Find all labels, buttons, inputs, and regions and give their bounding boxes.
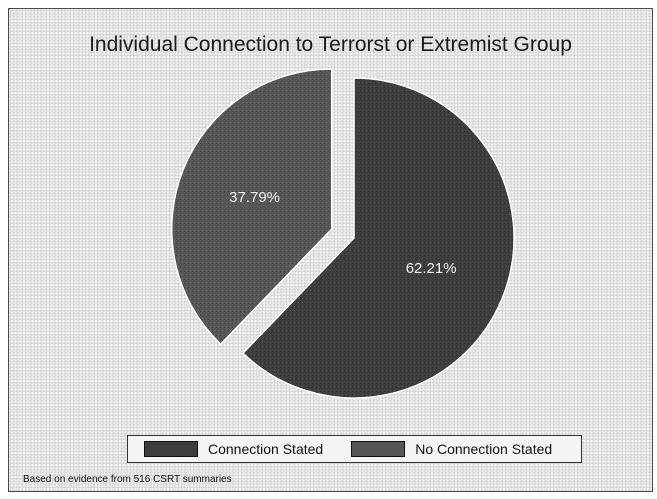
chart-title: Individual Connection to Terrorst or Ext… bbox=[89, 33, 572, 56]
pie-chart: 62.21% 37.79% bbox=[171, 68, 515, 399]
pie-slice-no-connection-stated bbox=[171, 68, 333, 346]
legend-label-connection-stated: Connection Stated bbox=[208, 441, 324, 457]
chart-frame: Individual Connection to Terrorst or Ext… bbox=[8, 8, 653, 492]
legend-item-connection-stated: Connection Stated bbox=[144, 441, 323, 457]
legend-swatch-no-connection-stated bbox=[351, 441, 406, 457]
pie-slice-connection-stated bbox=[241, 77, 515, 399]
legend-label-no-connection-stated: No Connection Stated bbox=[415, 441, 553, 457]
legend: Connection Stated No Connection Stated bbox=[127, 435, 582, 463]
legend-item-no-connection-stated: No Connection Stated bbox=[351, 441, 552, 457]
legend-swatch-connection-stated bbox=[144, 441, 198, 457]
pie-label-connection-stated: 62.21% bbox=[406, 260, 457, 277]
chart-footnote: Based on evidence from 516 CSRT summarie… bbox=[23, 474, 232, 485]
pie-label-no-connection-stated: 37.79% bbox=[229, 189, 280, 206]
